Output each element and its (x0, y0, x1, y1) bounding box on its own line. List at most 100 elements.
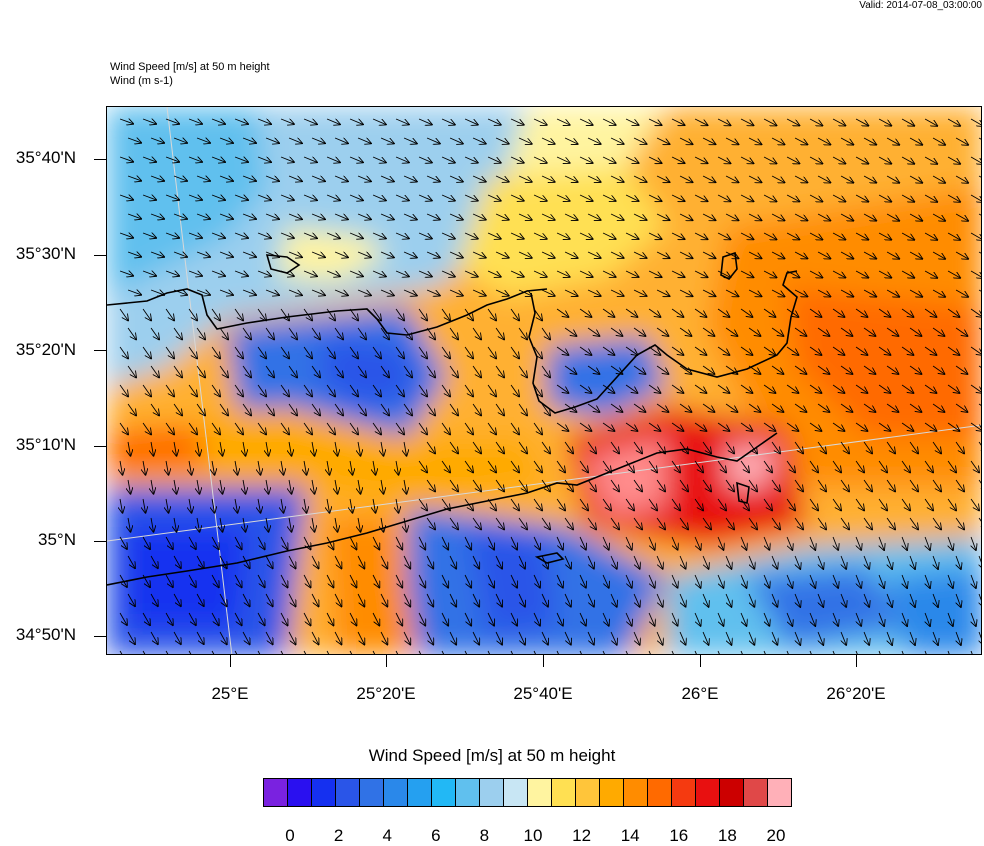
wind-arrow (855, 308, 867, 317)
wind-arrow (518, 479, 527, 492)
wind-arrow (902, 612, 907, 626)
wind-arrow (211, 233, 225, 238)
wind-arrow (840, 137, 853, 145)
wind-arrow (947, 232, 960, 240)
wind-arrow (564, 403, 576, 412)
colorbar-swatch (504, 779, 528, 806)
wind-arrow (794, 403, 806, 412)
wind-arrow (579, 460, 588, 473)
wind-arrow (702, 365, 714, 374)
wind-arrow (809, 270, 822, 278)
wind-arrow (533, 384, 542, 397)
wind-arrow (288, 290, 302, 295)
wind-arrow (878, 498, 887, 511)
colorbar-swatch (528, 779, 552, 806)
wind-arrow (771, 479, 780, 492)
wind-arrow (948, 574, 953, 588)
wind-arrow (587, 327, 599, 336)
wind-arrow (970, 460, 979, 473)
wind-arrow (280, 650, 284, 654)
wind-arrow (909, 327, 921, 336)
wind-arrow (257, 650, 261, 654)
wind-arrow (610, 213, 624, 220)
wind-arrow (495, 175, 509, 182)
colorbar-swatch (360, 779, 384, 806)
wind-arrow (587, 365, 599, 374)
wind-arrow (334, 213, 348, 219)
wind-arrow (978, 365, 981, 368)
wind-arrow (725, 555, 731, 569)
wind-arrow (855, 270, 868, 278)
wind-arrow (418, 308, 427, 321)
wind-arrow (878, 194, 891, 202)
wind-arrow (211, 271, 225, 276)
wind-arrow (426, 441, 435, 454)
wind-arrow (879, 574, 884, 588)
wind-arrow (142, 308, 151, 321)
wind-arrow (579, 308, 591, 317)
wind-arrow (311, 138, 325, 143)
wind-arrow (832, 156, 845, 164)
colorbar-label: 2 (333, 826, 344, 845)
wind-arrow (242, 365, 251, 378)
wind-arrow (840, 289, 853, 297)
wind-arrow (541, 175, 555, 182)
wind-arrow (947, 308, 959, 317)
wind-arrow (579, 194, 593, 201)
wind-arrow (173, 214, 187, 219)
wind-arrow (127, 403, 136, 416)
wind-arrow (495, 137, 509, 144)
wind-arrow (173, 555, 181, 568)
wind-arrow (265, 327, 274, 340)
wind-arrow (150, 176, 164, 181)
wind-arrow (326, 422, 335, 435)
wind-arrow (648, 574, 655, 588)
wind-arrow (809, 650, 812, 654)
wind-arrow (372, 536, 379, 550)
wind-arrow (142, 650, 146, 654)
wind-arrow (303, 422, 312, 435)
wind-arrow (648, 156, 662, 163)
wind-arrow (150, 290, 164, 295)
wind-arrow (265, 252, 279, 257)
wind-arrow (211, 119, 225, 124)
colorbar-swatch (456, 779, 480, 806)
wind-arrow (335, 441, 337, 456)
wind-arrow (165, 422, 174, 435)
wind-arrow (518, 555, 525, 569)
wind-arrow (441, 308, 450, 321)
wind-arrow (533, 232, 547, 239)
wind-arrow (748, 175, 761, 182)
wind-arrow (142, 119, 156, 124)
wind-arrow (242, 214, 256, 219)
wind-arrow (464, 156, 478, 163)
wind-arrow (932, 403, 944, 412)
wind-arrow (449, 441, 458, 454)
wind-arrow (280, 574, 288, 587)
wind-arrow (671, 650, 674, 654)
lat-tick (94, 636, 106, 637)
wind-arrow (396, 460, 398, 475)
wind-arrow (372, 574, 379, 588)
wind-arrow (910, 555, 915, 569)
wind-arrow (257, 384, 266, 397)
wind-arrow (303, 233, 317, 238)
wind-arrow (127, 365, 136, 378)
wind-arrow (188, 271, 202, 276)
wind-arrow (242, 138, 256, 143)
wind-speed-map[interactable] (106, 106, 982, 655)
wind-arrow (242, 593, 250, 606)
wind-arrow (794, 289, 807, 297)
wind-arrow (441, 118, 455, 125)
wind-arrow (518, 251, 532, 258)
wind-arrow (533, 650, 536, 654)
wind-arrow (150, 631, 158, 644)
wind-arrow (518, 403, 527, 416)
wind-arrow (165, 308, 174, 321)
wind-arrow (556, 422, 568, 431)
lat-tick (94, 255, 106, 256)
wind-arrow (128, 441, 130, 456)
wind-arrow (165, 536, 173, 549)
wind-arrow (326, 536, 333, 549)
wind-arrow (878, 232, 891, 240)
